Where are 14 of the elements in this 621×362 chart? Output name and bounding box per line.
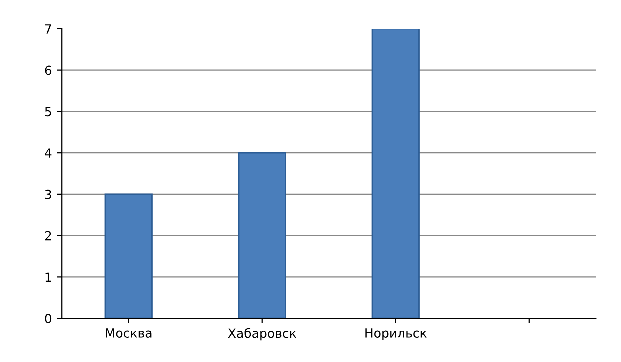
y-tick-label: 1 — [46, 272, 52, 282]
y-tick-label: 6 — [45, 66, 52, 76]
x-tick-label: Хабаровск — [228, 328, 296, 341]
bar — [372, 28, 420, 319]
y-tick-label: 7 — [45, 24, 52, 34]
bar — [104, 194, 153, 319]
bar — [238, 152, 286, 319]
y-tick-label: 4 — [45, 148, 52, 158]
y-tick-label: 2 — [45, 231, 52, 241]
y-tick-label: 3 — [45, 190, 52, 200]
y-tick-label: 0 — [45, 314, 52, 324]
y-tick-label: 5 — [45, 107, 52, 117]
x-tick-label: Москва — [106, 328, 152, 338]
x-tick-label: Норильск — [366, 328, 427, 340]
